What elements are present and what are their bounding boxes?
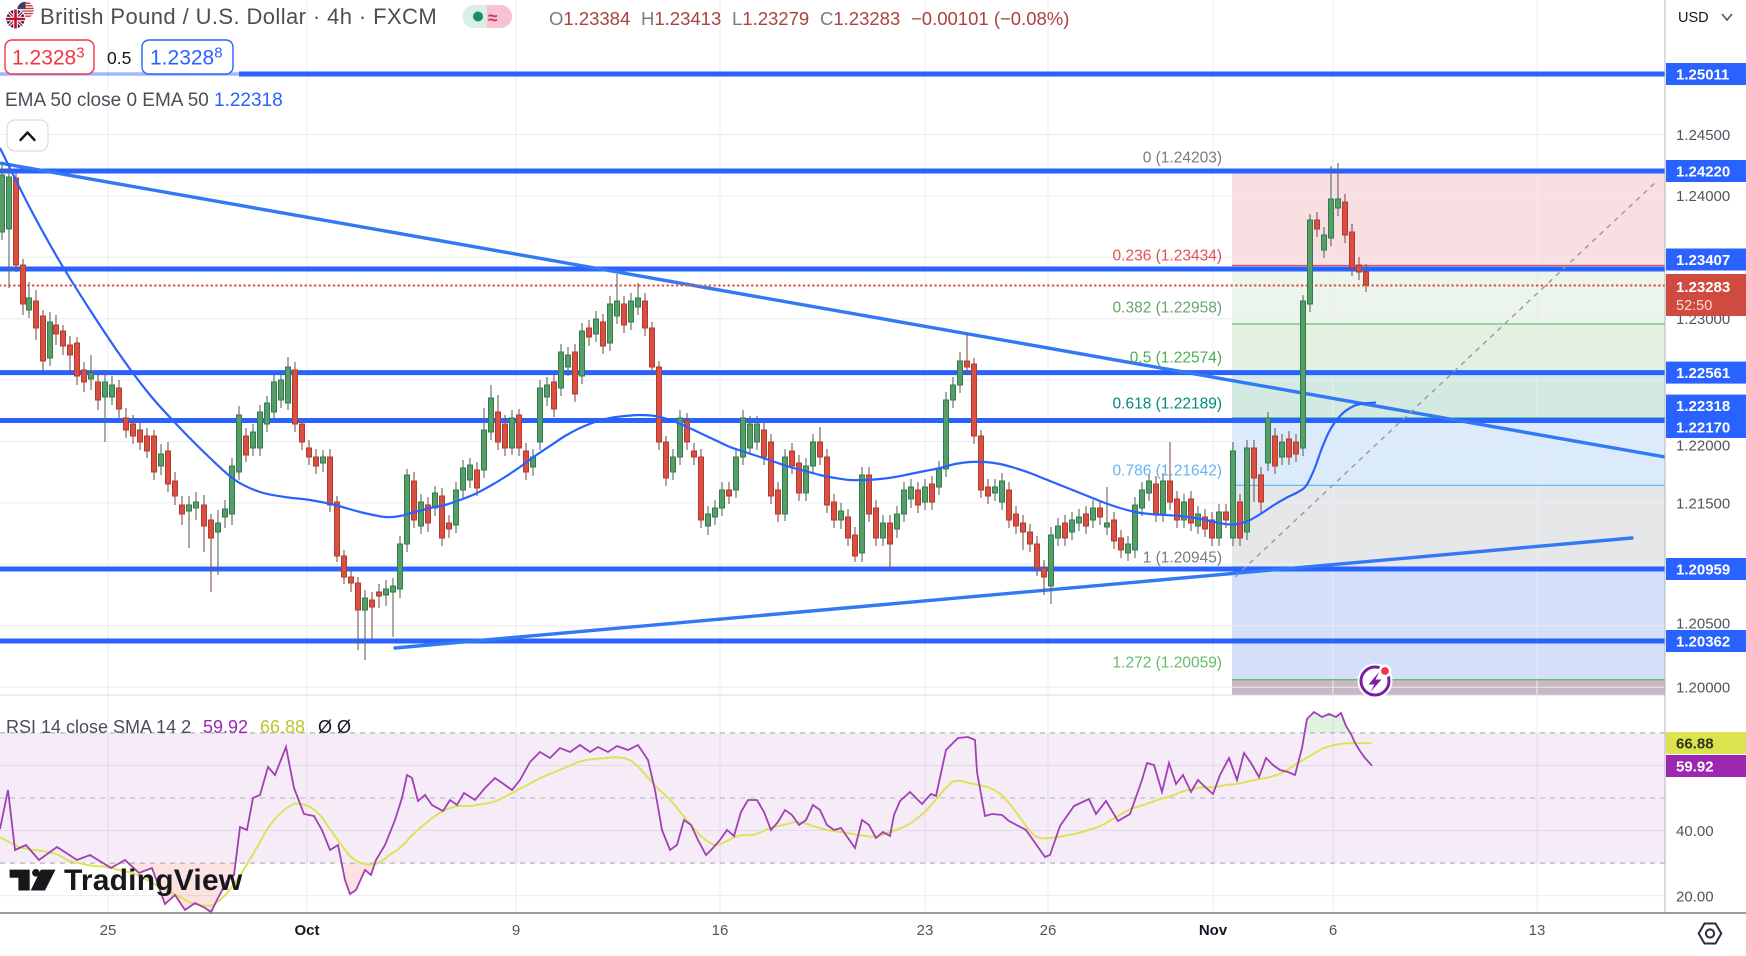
svg-text:66.88: 66.88	[1676, 736, 1714, 753]
svg-text:1.22170: 1.22170	[1676, 419, 1730, 436]
svg-text:USD: USD	[1678, 10, 1709, 26]
svg-text:1.23407: 1.23407	[1676, 252, 1730, 269]
svg-text:TradingView: TradingView	[64, 864, 243, 897]
svg-text:59.92: 59.92	[203, 717, 248, 737]
svg-text:1.25011: 1.25011	[1676, 66, 1729, 83]
svg-text:0.5: 0.5	[107, 48, 131, 68]
svg-text:52:50: 52:50	[1676, 298, 1712, 314]
svg-text:9: 9	[512, 922, 520, 939]
svg-text:40.00: 40.00	[1676, 823, 1714, 840]
svg-text:26: 26	[1040, 922, 1057, 939]
svg-text:1 (1.20945): 1 (1.20945)	[1143, 550, 1222, 567]
svg-text:1.20500: 1.20500	[1676, 615, 1730, 632]
svg-text:C1.23283: C1.23283	[820, 8, 900, 29]
svg-text:−0.00101 (−0.08%): −0.00101 (−0.08%)	[911, 8, 1069, 29]
svg-text:H1.23413: H1.23413	[641, 8, 721, 29]
svg-text:1.20362: 1.20362	[1676, 633, 1730, 650]
svg-text:0.382 (1.22958): 0.382 (1.22958)	[1113, 300, 1222, 317]
svg-text:L1.23279: L1.23279	[732, 8, 809, 29]
svg-text:0.236 (1.23434): 0.236 (1.23434)	[1113, 248, 1222, 265]
svg-text:66.88: 66.88	[260, 717, 305, 737]
svg-text:1.23288: 1.23288	[150, 45, 223, 70]
svg-text:Ø Ø: Ø Ø	[318, 717, 351, 737]
svg-text:≈: ≈	[488, 9, 497, 28]
svg-text:1.23283: 1.23283	[1676, 279, 1730, 296]
svg-text:British Pound / U.S. Dollar ·: British Pound / U.S. Dollar · 4h · FXCM	[40, 4, 437, 29]
svg-text:1.20959: 1.20959	[1676, 561, 1730, 578]
svg-text:1.24220: 1.24220	[1676, 163, 1730, 180]
svg-text:59.92: 59.92	[1676, 759, 1714, 776]
svg-text:Oct: Oct	[294, 922, 319, 939]
svg-text:16: 16	[712, 922, 729, 939]
svg-text:1.24500: 1.24500	[1676, 127, 1730, 144]
svg-text:RSI 14 close SMA 14 2: RSI 14 close SMA 14 2	[6, 717, 191, 737]
svg-text:6: 6	[1329, 922, 1337, 939]
svg-text:1.22318: 1.22318	[214, 90, 283, 111]
svg-text:1.22000: 1.22000	[1676, 437, 1730, 454]
svg-text:20.00: 20.00	[1676, 888, 1714, 905]
svg-text:25: 25	[100, 922, 117, 939]
svg-text:Nov: Nov	[1199, 922, 1228, 939]
svg-text:13: 13	[1529, 922, 1546, 939]
svg-text:0 (1.24203): 0 (1.24203)	[1143, 150, 1222, 167]
svg-text:1.22561: 1.22561	[1676, 365, 1730, 382]
svg-text:EMA 50 close 0 EMA 50: EMA 50 close 0 EMA 50	[5, 90, 209, 111]
svg-text:1.272 (1.20059): 1.272 (1.20059)	[1113, 655, 1222, 672]
svg-text:0.618 (1.22189): 0.618 (1.22189)	[1113, 396, 1222, 413]
svg-text:O1.23384: O1.23384	[549, 8, 630, 29]
svg-text:0.786 (1.21642): 0.786 (1.21642)	[1113, 463, 1222, 480]
svg-text:1.20000: 1.20000	[1676, 679, 1730, 696]
svg-text:1.23283: 1.23283	[12, 45, 85, 70]
svg-text:1.24000: 1.24000	[1676, 188, 1730, 205]
svg-text:1.21500: 1.21500	[1676, 495, 1730, 512]
svg-text:23: 23	[917, 922, 934, 939]
svg-text:0.5 (1.22574): 0.5 (1.22574)	[1130, 350, 1222, 367]
svg-text:1.22318: 1.22318	[1676, 398, 1730, 415]
